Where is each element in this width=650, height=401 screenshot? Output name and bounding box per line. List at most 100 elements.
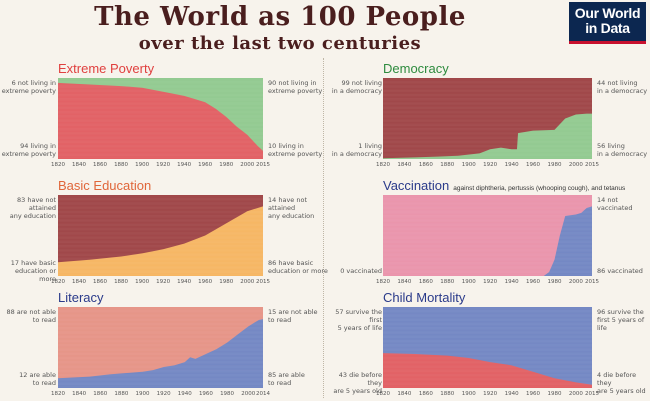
literacy-right-label-bottom: 85 are able to read: [268, 371, 305, 387]
extreme-poverty-chart: 1820 1840 1860 1880 1900 1920 1940 1960 1980 2000…: [51, 78, 270, 168]
basic-education-x-tick: 1840: [72, 279, 86, 285]
basic-education-area-have-basic-education-or-more: [58, 206, 263, 276]
child-mortality-x-tick: 1820: [376, 391, 390, 397]
literacy-x-tick: 1900: [136, 391, 150, 397]
our-world-in-data-logo[interactable]: Our World in Data: [569, 2, 646, 44]
vaccination-chart: 1820 1840 1860 1880 1900 1920 1940 1960 1980 2000…: [376, 195, 599, 285]
basic-education-x-tick: 1900: [135, 279, 149, 285]
extreme-poverty-x-tick: 2000: [240, 162, 254, 168]
democracy-x-tick: 2000: [569, 162, 583, 168]
literacy-x-tick: 1860: [93, 391, 107, 397]
basic-education-chart: 1820 1840 1860 1880 1900 1920 1940 1960 1980 2000…: [51, 195, 270, 285]
vaccination-x-tick: 2000: [569, 279, 583, 285]
literacy-x-tick: 1920: [157, 391, 171, 397]
democracy-chart: 1820 1840 1860 1880 1900 1920 1940 1960 1980 2000…: [376, 78, 599, 168]
extreme-poverty-x-tick: 2015: [256, 162, 270, 168]
basic-education-right-label-top: 14 have not attained any education: [268, 196, 315, 220]
democracy-x-tick: 1980: [547, 162, 561, 168]
democracy-left-label-bottom: 1 living in a democracy: [331, 142, 382, 158]
extreme-poverty-title-text: Extreme Poverty: [58, 61, 155, 76]
literacy-area-are-able-to-read: [58, 319, 263, 388]
literacy-title-text: Literacy: [58, 290, 104, 305]
democracy-title: Democracy: [383, 61, 449, 76]
basic-education-x-tick: 1820: [51, 279, 65, 285]
literacy-x-tick: 1960: [199, 391, 213, 397]
literacy-chart: 1820 1840 1860 1880 1900 1920 1940 1960 1980 2000…: [51, 307, 270, 397]
page-subtitle: over the last two centuries: [138, 33, 422, 54]
basic-education-right-label-bottom: 86 have basic education or more: [268, 259, 328, 275]
extreme-poverty-area-living-in-extreme-poverty: [58, 82, 263, 159]
child-mortality-left-label-top: 57 survive the first 5 years of life: [335, 308, 382, 332]
literacy-x-tick: 2014: [256, 391, 270, 397]
extreme-poverty-x-tick: 1940: [177, 162, 191, 168]
basic-education-x-tick: 1960: [198, 279, 212, 285]
extreme-poverty-right-label-bottom: 10 living in extreme poverty: [268, 142, 323, 158]
vaccination-x-tick: 1980: [547, 279, 561, 285]
basic-education-x-tick: 2000: [240, 279, 254, 285]
literacy-left-label-bottom: 12 are able to read: [19, 371, 56, 387]
child-mortality-chart: 1820 1840 1860 1880 1900 1920 1940 1960 1980 2000…: [376, 307, 599, 397]
democracy-x-tick: 2015: [585, 162, 599, 168]
child-mortality-x-tick: 2000: [569, 391, 583, 397]
vaccination-x-tick: 2015: [585, 279, 599, 285]
vaccination-x-tick: 1820: [376, 279, 390, 285]
democracy-right-label-top: 44 not living in a democracy: [597, 79, 648, 95]
literacy-x-tick: 1880: [114, 391, 128, 397]
literacy-x-tick: 1940: [178, 391, 192, 397]
vaccination-area-vaccinated: [383, 206, 592, 276]
democracy-x-tick: 1940: [505, 162, 519, 168]
child-mortality-x-tick: 1980: [547, 391, 561, 397]
basic-education-x-tick: 1880: [114, 279, 128, 285]
child-mortality-x-tick: 2015: [585, 391, 599, 397]
child-mortality-x-tick: 1920: [483, 391, 497, 397]
child-mortality-x-tick: 1960: [526, 391, 540, 397]
literacy-left-label-top: 88 are not able to read: [6, 308, 56, 324]
basic-education-x-tick: 1940: [177, 279, 191, 285]
literacy-x-tick: 1980: [220, 391, 234, 397]
literacy-x-tick: 1840: [72, 391, 86, 397]
child-mortality-title: Child Mortality: [383, 290, 465, 305]
literacy-title: Literacy: [58, 290, 104, 305]
basic-education-x-tick: 1920: [156, 279, 170, 285]
extreme-poverty-x-tick: 1840: [72, 162, 86, 168]
democracy-title-text: Democracy: [383, 61, 449, 76]
extreme-poverty-x-tick: 1960: [198, 162, 212, 168]
extreme-poverty-x-tick: 1920: [156, 162, 170, 168]
page-title: The World as 100 People: [94, 2, 466, 32]
extreme-poverty-x-tick: 1820: [51, 162, 65, 168]
vaccination-title: Vaccination against diphtheria, pertussis…: [383, 178, 625, 196]
extreme-poverty-x-tick: 1900: [135, 162, 149, 168]
extreme-poverty-left-label-top: 6 not living in extreme poverty: [1, 79, 56, 95]
basic-education-title-text: Basic Education: [58, 178, 152, 193]
basic-education-title: Basic Education: [58, 178, 151, 193]
vaccination-right-label-top: 14 not vaccinated: [597, 196, 633, 212]
vaccination-x-tick: 1880: [440, 279, 454, 285]
vaccination-x-tick: 1940: [505, 279, 519, 285]
extreme-poverty-right-label-top: 90 not living in extreme poverty: [268, 79, 323, 95]
vaccination-left-label-bottom: 0 vaccinated: [340, 267, 382, 275]
child-mortality-x-tick: 1880: [440, 391, 454, 397]
democracy-area-living-in-a-democracy: [383, 113, 592, 159]
vaccination-x-tick: 1920: [483, 279, 497, 285]
basic-education-x-tick: 1860: [93, 279, 107, 285]
democracy-x-tick: 1920: [483, 162, 497, 168]
child-mortality-left-label-bottom: 43 die before they are 5 years old: [333, 371, 382, 395]
child-mortality-x-tick: 1940: [505, 391, 519, 397]
democracy-x-tick: 1820: [376, 162, 390, 168]
literacy-x-tick: 1820: [51, 391, 65, 397]
extreme-poverty-x-tick: 1880: [114, 162, 128, 168]
literacy-x-tick: 2000: [241, 391, 255, 397]
democracy-right-label-bottom: 56 living in a democracy: [597, 142, 648, 158]
logo-line-2: in Data: [585, 20, 630, 36]
democracy-x-tick: 1900: [462, 162, 476, 168]
child-mortality-right-label-bottom: 4 die before they are 5 years old: [597, 371, 646, 395]
child-mortality-x-tick: 1860: [419, 391, 433, 397]
extreme-poverty-x-tick: 1860: [93, 162, 107, 168]
vaccination-x-tick: 1840: [397, 279, 411, 285]
democracy-x-tick: 1860: [419, 162, 433, 168]
column-divider: [323, 58, 324, 398]
child-mortality-right-label-top: 96 survive the first 5 years of life: [597, 308, 645, 332]
vaccination-x-tick: 1860: [419, 279, 433, 285]
democracy-x-tick: 1880: [440, 162, 454, 168]
vaccination-x-tick: 1960: [526, 279, 540, 285]
